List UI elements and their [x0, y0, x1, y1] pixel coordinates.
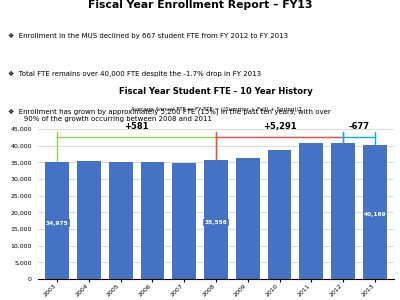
- Bar: [268, 150, 292, 279]
- Bar: [45, 162, 69, 279]
- Bar: [331, 143, 355, 279]
- Bar: [77, 161, 101, 279]
- Bar: [236, 158, 260, 279]
- Text: 34,975: 34,975: [46, 220, 68, 226]
- Bar: [172, 163, 196, 279]
- Text: +581: +581: [124, 122, 149, 131]
- Bar: [363, 145, 387, 279]
- Text: ❖  Enrollment has grown by approximately 5,200 FTE (15%) in the past ten years, : ❖ Enrollment has grown by approximately …: [8, 108, 331, 122]
- Bar: [109, 162, 132, 279]
- Bar: [204, 160, 228, 279]
- Text: Fiscal Year Enrollment Report – FY13: Fiscal Year Enrollment Report – FY13: [88, 0, 312, 10]
- Bar: [140, 162, 164, 279]
- Text: 40,169: 40,169: [364, 212, 386, 217]
- Text: ❖  Enrollment in the MUS declined by 667 student FTE from FY 2012 to FY 2013: ❖ Enrollment in the MUS declined by 667 …: [8, 33, 288, 39]
- Bar: [300, 143, 323, 279]
- Text: -677: -677: [348, 122, 370, 131]
- Text: Fiscal Year Student FTE - 10 Year History: Fiscal Year Student FTE - 10 Year Histor…: [119, 87, 313, 96]
- Text: ❖  Total FTE remains over 40,000 FTE despite the -1.7% drop in FY 2013: ❖ Total FTE remains over 40,000 FTE desp…: [8, 70, 261, 77]
- Text: 35,556: 35,556: [204, 220, 228, 225]
- Text: +5,291: +5,291: [263, 122, 296, 131]
- Text: Average Annual FTE or FY FTE = ((Summer + Fall) + Spring)/2: Average Annual FTE or FY FTE = ((Summer …: [130, 107, 302, 112]
